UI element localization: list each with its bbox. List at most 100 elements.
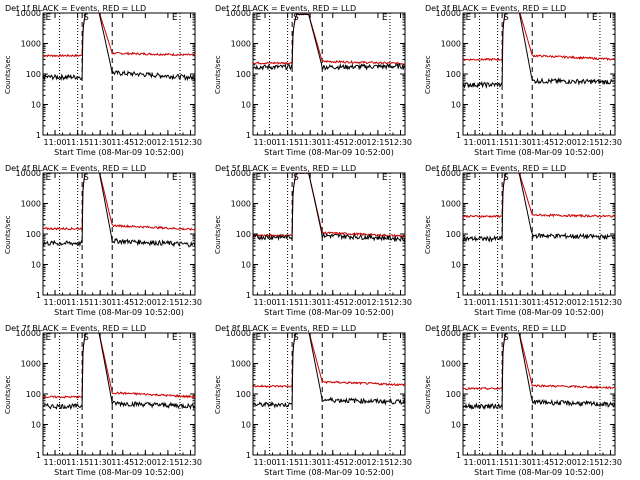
y-tick-label: 1000 xyxy=(21,40,41,49)
x-tick-label: 11:45 xyxy=(321,298,344,307)
x-tick-label: 12:00 xyxy=(134,138,157,147)
interval-marker-label: E xyxy=(256,333,262,343)
y-tick-label: 100 xyxy=(236,390,251,399)
interval-marker-label: E xyxy=(382,13,388,23)
y-tick-label: 10000 xyxy=(16,9,41,18)
x-tick-label: 11:15 xyxy=(276,298,299,307)
x-tick-label: 11:30 xyxy=(89,298,112,307)
events-series-line xyxy=(42,332,196,411)
x-tick-label: 11:15 xyxy=(66,458,89,467)
events-series-line xyxy=(252,332,406,409)
y-tick-label: 10000 xyxy=(226,9,251,18)
y-tick-label: 10 xyxy=(31,101,41,110)
y-tick-label: 1 xyxy=(36,291,41,300)
interval-marker-label: S xyxy=(293,333,299,343)
x-tick-label: 12:00 xyxy=(554,138,577,147)
x-axis-label: Start Time (08-Mar-09 10:52:00) xyxy=(54,468,184,477)
chart-panel-6: Det 6f BLACK = Events, RED = LLD Counts/s… xyxy=(424,164,622,317)
y-tick-label: 1 xyxy=(456,131,461,140)
chart-panel-5: Det 5f BLACK = Events, RED = LLD Counts/s… xyxy=(214,164,412,317)
y-axis-label: Counts/sec xyxy=(214,215,222,254)
y-tick-label: 100 xyxy=(26,70,41,79)
interval-marker-label: E xyxy=(382,173,388,183)
x-tick-label: 11:15 xyxy=(66,138,89,147)
x-tick-label: 11:30 xyxy=(509,298,532,307)
chart-title: Det 7f BLACK = Events, RED = LLD xyxy=(5,324,146,333)
chart-title: Det 6f BLACK = Events, RED = LLD xyxy=(425,164,566,173)
chart-title: Det 5f BLACK = Events, RED = LLD xyxy=(215,164,356,173)
x-tick-label: 12:00 xyxy=(554,298,577,307)
plot-frame xyxy=(42,12,196,136)
y-tick-label: 100 xyxy=(236,230,251,239)
x-tick-label: 12:15 xyxy=(576,138,599,147)
events-series-line xyxy=(462,12,616,89)
y-axis-label: Counts/sec xyxy=(4,375,12,414)
y-tick-label: 1000 xyxy=(21,360,41,369)
x-tick-label: 11:00 xyxy=(44,458,67,467)
x-tick-label: 12:15 xyxy=(156,298,179,307)
x-tick-label: 12:15 xyxy=(156,458,179,467)
y-tick-label: 10000 xyxy=(226,329,251,338)
x-tick-label: 11:45 xyxy=(321,138,344,147)
x-tick-label: 11:00 xyxy=(464,298,487,307)
interval-marker-label: E xyxy=(256,13,262,23)
x-axis-label: Start Time (08-Mar-09 10:52:00) xyxy=(474,148,604,157)
y-axis-label: Counts/sec xyxy=(424,55,432,94)
interval-marker-label: E xyxy=(172,13,178,23)
x-tick-label: 11:30 xyxy=(299,298,322,307)
x-tick-label: 11:00 xyxy=(254,138,277,147)
x-tick-label: 11:45 xyxy=(531,138,554,147)
chart-panel-1: Det 1f BLACK = Events, RED = LLD Counts/s… xyxy=(4,4,202,157)
y-tick-label: 1 xyxy=(246,131,251,140)
y-tick-label: 100 xyxy=(446,70,461,79)
x-tick-label: 11:00 xyxy=(44,298,67,307)
lld-series-line xyxy=(252,172,406,238)
x-tick-label: 12:30 xyxy=(179,298,202,307)
interval-marker-label: E xyxy=(382,333,388,343)
y-tick-label: 1000 xyxy=(441,360,461,369)
y-tick-label: 10000 xyxy=(436,169,461,178)
y-tick-label: 1 xyxy=(36,451,41,460)
chart-title: Det 4f BLACK = Events, RED = LLD xyxy=(5,164,146,173)
y-tick-label: 1 xyxy=(456,451,461,460)
interval-marker-label: S xyxy=(293,13,299,23)
x-tick-label: 12:00 xyxy=(344,138,367,147)
events-series-line xyxy=(462,172,616,243)
interval-marker-label: E xyxy=(46,333,52,343)
x-tick-label: 11:00 xyxy=(254,458,277,467)
interval-marker-label: S xyxy=(503,13,509,23)
x-tick-label: 11:30 xyxy=(299,458,322,467)
events-series-line xyxy=(252,13,406,71)
interval-marker-label: E xyxy=(46,13,52,23)
interval-marker-label: E xyxy=(466,13,472,23)
interval-marker-label: E xyxy=(592,333,598,343)
chart-title: Det 3f BLACK = Events, RED = LLD xyxy=(425,4,566,13)
y-tick-label: 100 xyxy=(446,390,461,399)
y-tick-label: 10 xyxy=(451,261,461,270)
plot-frame xyxy=(462,12,616,136)
x-axis-label: Start Time (08-Mar-09 10:52:00) xyxy=(264,148,394,157)
x-tick-label: 12:00 xyxy=(344,298,367,307)
plot-frame xyxy=(252,172,406,296)
y-axis-label: Counts/sec xyxy=(214,55,222,94)
x-axis-label: Start Time (08-Mar-09 10:52:00) xyxy=(474,308,604,317)
plot-frame xyxy=(42,172,196,296)
lld-series-line xyxy=(462,332,616,391)
x-tick-label: 12:30 xyxy=(389,298,412,307)
interval-marker-label: E xyxy=(466,333,472,343)
y-tick-label: 1 xyxy=(36,131,41,140)
interval-marker-label: S xyxy=(293,173,299,183)
y-tick-label: 100 xyxy=(26,390,41,399)
y-tick-label: 10000 xyxy=(436,329,461,338)
y-tick-label: 1 xyxy=(456,291,461,300)
x-tick-label: 12:15 xyxy=(156,138,179,147)
x-tick-label: 11:45 xyxy=(111,298,134,307)
lld-series-line xyxy=(462,12,616,62)
x-tick-label: 11:30 xyxy=(299,138,322,147)
x-tick-label: 12:30 xyxy=(599,458,622,467)
x-axis-label: Start Time (08-Mar-09 10:52:00) xyxy=(264,308,394,317)
plot-frame xyxy=(462,332,616,456)
y-tick-label: 100 xyxy=(236,70,251,79)
y-tick-label: 1 xyxy=(246,291,251,300)
x-tick-label: 12:00 xyxy=(554,458,577,467)
